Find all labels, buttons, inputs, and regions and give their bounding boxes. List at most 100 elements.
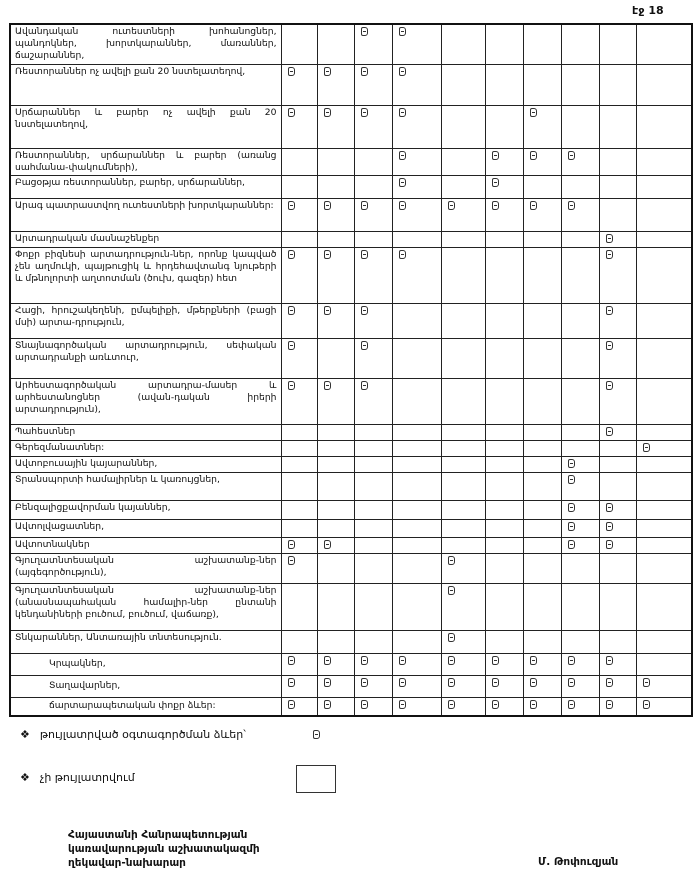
mark-cell (635, 246, 693, 304)
mark-cell (484, 696, 524, 717)
table-row: Արտադրական մասնաշենքեր (9, 230, 693, 248)
checkbox-mark-icon (398, 249, 406, 259)
checkbox-mark-icon (491, 177, 499, 187)
mark-cell (598, 582, 637, 631)
mark-cell (353, 377, 393, 425)
mark-cell (391, 499, 442, 520)
checkbox-mark-icon (605, 340, 613, 350)
mark-cell (280, 23, 318, 65)
mark-cell (598, 197, 637, 232)
mark-cell (522, 23, 562, 65)
signature-line: կառավարության աշխատակազմի (68, 843, 260, 855)
mark-cell (280, 104, 318, 149)
mark-cell (635, 471, 693, 501)
mark-cell (440, 302, 486, 339)
mark-cell (391, 455, 442, 473)
mark-cell (635, 652, 693, 676)
mark-cell (316, 536, 355, 554)
mark-cell (484, 536, 524, 554)
mark-cell (598, 174, 637, 199)
mark-cell (440, 23, 486, 65)
table-row: Բացօթյա ռեստորաններ, բարեր, սրճարաններ, (9, 174, 693, 199)
checkbox-mark-icon (605, 521, 613, 531)
mark-cell (598, 552, 637, 584)
mark-cell (391, 246, 442, 304)
mark-cell (522, 63, 562, 106)
table-row: Արհեստագործական արտադրա-մասեր և արհեստան… (9, 377, 693, 425)
mark-cell (440, 174, 486, 199)
row-label: ճարտարապետական փոքր ձևեր: (9, 696, 282, 717)
checkbox-mark-icon (287, 539, 295, 549)
mark-cell (635, 629, 693, 654)
mark-cell (598, 629, 637, 654)
mark-cell (598, 674, 637, 698)
mark-cell (440, 696, 486, 717)
checkbox-mark-icon (398, 655, 406, 665)
checkbox-mark-icon (491, 200, 499, 210)
mark-cell (440, 552, 486, 584)
checkbox-mark-icon (360, 66, 368, 76)
mark-cell (635, 423, 693, 441)
checkbox-mark-icon (567, 150, 575, 160)
mark-cell (280, 455, 318, 473)
mark-cell (560, 652, 600, 676)
row-label: Ռեստորաններ, սրճարաններ և բարեր (առանց ս… (9, 147, 282, 176)
checkbox-mark-icon (323, 200, 331, 210)
mark-cell (635, 302, 693, 339)
mark-cell (522, 518, 562, 538)
mark-cell (635, 696, 693, 717)
row-label: Գյուղատնտեսական աշխատանք-ներ (այգեգործու… (9, 552, 282, 584)
mark-cell (353, 455, 393, 473)
checkbox-mark-icon (323, 539, 331, 549)
checkbox-mark-icon (360, 200, 368, 210)
checkbox-mark-icon (287, 655, 295, 665)
table-row: ճարտարապետական փոքր ձևեր: (9, 696, 693, 717)
mark-cell (353, 696, 393, 717)
mark-cell (484, 674, 524, 698)
checkbox-mark-icon (313, 730, 320, 739)
mark-cell (440, 652, 486, 676)
mark-cell (598, 230, 637, 248)
mark-cell (560, 377, 600, 425)
mark-cell (635, 455, 693, 473)
mark-cell (391, 63, 442, 106)
mark-cell (316, 455, 355, 473)
mark-cell (522, 104, 562, 149)
table-row: Արագ պատրաստվող ուտեստների խորտկարաններ: (9, 197, 693, 232)
checkbox-mark-icon (323, 699, 331, 709)
page-number: էջ 18 (632, 4, 664, 17)
mark-cell (522, 423, 562, 441)
mark-cell (440, 439, 486, 457)
table-row: Գյուղատնտեսական աշխատանք-ներ (այգեգործու… (9, 552, 693, 584)
mark-cell (522, 629, 562, 654)
mark-cell (316, 629, 355, 654)
mark-cell (560, 63, 600, 106)
checkbox-mark-icon (605, 539, 613, 549)
checkbox-mark-icon (447, 632, 455, 642)
checkbox-mark-icon (287, 66, 295, 76)
checkbox-mark-icon (287, 249, 295, 259)
mark-cell (391, 174, 442, 199)
mark-cell (391, 652, 442, 676)
mark-cell (522, 302, 562, 339)
legend-allowed-label: թույլատրված օգտագործման ձևեր՝ (39, 728, 246, 741)
checkbox-mark-icon (447, 677, 455, 687)
mark-cell (598, 696, 637, 717)
mark-cell (440, 337, 486, 379)
mark-cell (391, 302, 442, 339)
mark-cell (316, 499, 355, 520)
empty-box-icon (296, 765, 336, 793)
mark-cell (316, 337, 355, 379)
mark-cell (280, 674, 318, 698)
checkbox-mark-icon (323, 249, 331, 259)
mark-cell (560, 423, 600, 441)
mark-cell (560, 104, 600, 149)
checkbox-mark-icon (605, 380, 613, 390)
table-row: Սրճարաններ և բարեր ոչ ավելի քան 20 նստել… (9, 104, 693, 149)
mark-cell (522, 536, 562, 554)
mark-cell (635, 552, 693, 584)
checkbox-mark-icon (323, 655, 331, 665)
mark-cell (391, 337, 442, 379)
mark-cell (635, 518, 693, 538)
mark-cell (391, 104, 442, 149)
